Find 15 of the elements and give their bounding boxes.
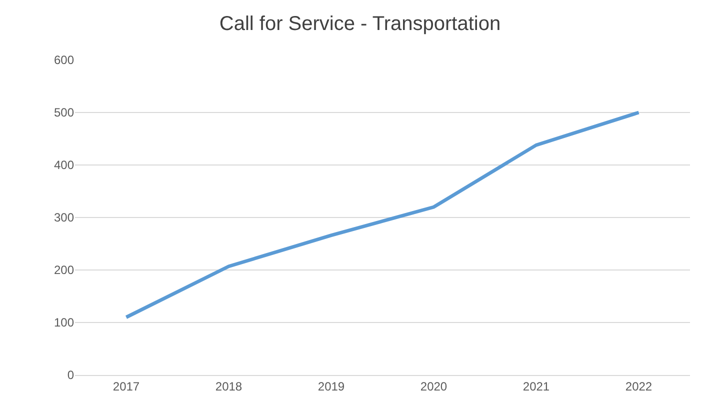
line-series <box>124 110 640 319</box>
x-tick-label: 2018 <box>215 379 242 394</box>
y-tick-label: 200 <box>54 263 74 278</box>
y-tick-label: 300 <box>54 210 74 225</box>
y-tick-label: 0 <box>67 368 74 382</box>
x-tick-label: 2019 <box>318 379 345 394</box>
x-tick-label: 2022 <box>625 379 652 394</box>
y-tick-label: 100 <box>54 316 74 330</box>
x-tick-label: 2020 <box>420 379 448 394</box>
chart-title: Call for Service - Transportation <box>219 13 501 36</box>
x-tick-label: 2021 <box>522 379 550 394</box>
y-tick-label: 500 <box>54 106 74 120</box>
y-tick-label: 400 <box>54 158 74 172</box>
y-tick-label: 600 <box>54 53 74 68</box>
x-tick-label: 2017 <box>112 379 140 394</box>
